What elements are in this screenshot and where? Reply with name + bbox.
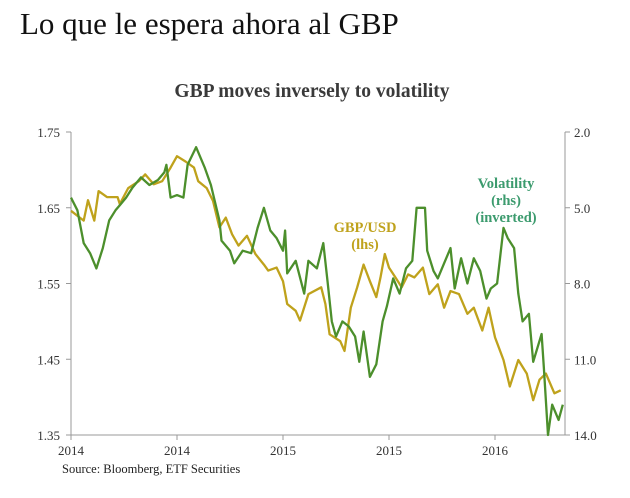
- source-note: Source: Bloomberg, ETF Securities: [62, 462, 240, 476]
- x-tick-label: 2014: [58, 443, 85, 458]
- page-heading: Lo que le espera ahora al GBP: [20, 6, 399, 41]
- gbp-series-label: (lhs): [351, 237, 379, 253]
- volatility-line: [69, 146, 564, 437]
- y-left-tick-label: 1.45: [37, 352, 60, 367]
- y-right-tick-label: 2.0: [574, 125, 590, 140]
- x-tick-label: 2015: [270, 443, 296, 458]
- volatility-series-label: (inverted): [475, 210, 536, 226]
- y-left-tick-label: 1.35: [37, 428, 60, 443]
- volatility-series-label: (rhs): [491, 193, 521, 209]
- y-right-tick-label: 5.0: [574, 201, 590, 216]
- gbp-usd-line: [70, 155, 562, 402]
- volatility-series-label: Volatility: [478, 176, 535, 192]
- x-tick-label: 2014: [164, 443, 191, 458]
- y-right-tick-label: 11.0: [574, 352, 596, 367]
- y-left-tick-label: 1.55: [37, 277, 60, 292]
- x-tick-label: 2015: [376, 443, 402, 458]
- gbp-series-label: GBP/USD: [334, 220, 397, 236]
- y-right-tick-label: 8.0: [574, 277, 590, 292]
- y-left-tick-label: 1.75: [37, 125, 60, 140]
- y-left-tick-label: 1.65: [37, 201, 60, 216]
- y-right-tick-label: 14.0: [574, 428, 597, 443]
- x-tick-label: 2016: [482, 443, 509, 458]
- chart-title: GBP moves inversely to volatility: [174, 81, 449, 102]
